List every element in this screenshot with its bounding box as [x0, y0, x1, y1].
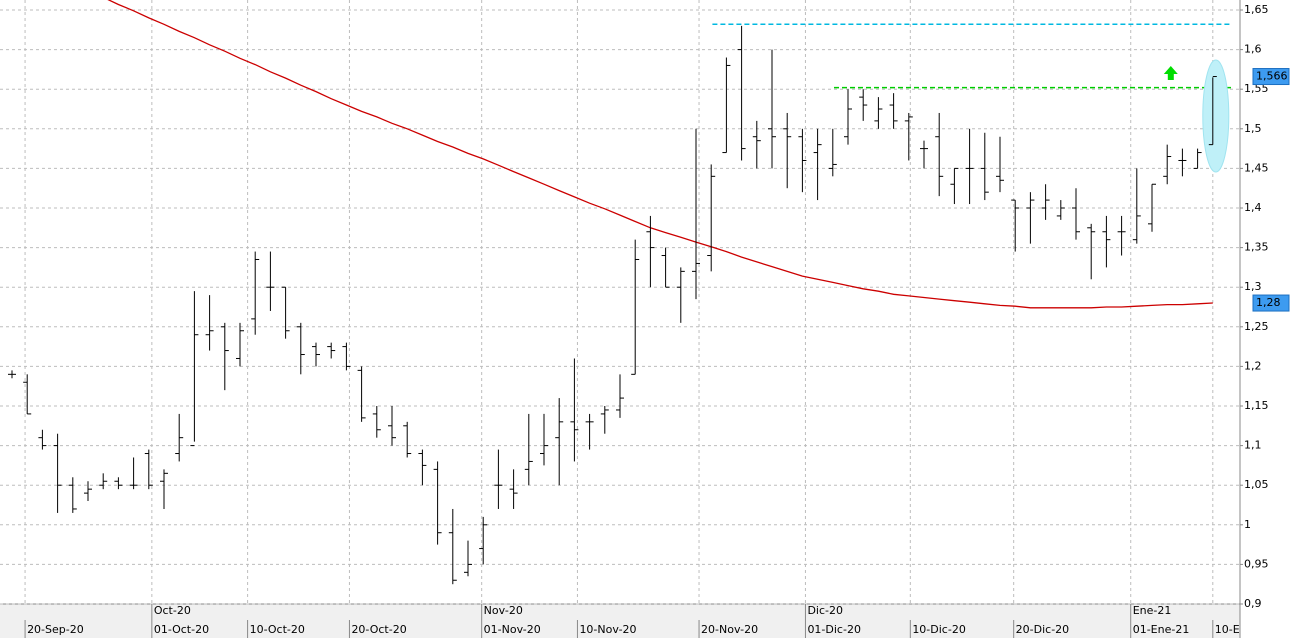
y-tick-label: 1 [1244, 518, 1251, 531]
y-tick-label: 1,15 [1244, 399, 1269, 412]
month-label: Dic-20 [807, 604, 843, 617]
y-tick-label: 0,95 [1244, 557, 1269, 570]
y-tick-label: 1,65 [1244, 3, 1269, 16]
y-tick-label: 1,45 [1244, 161, 1269, 174]
x-tick-label: 10-Nov-20 [579, 623, 636, 636]
x-tick-label: 20-Dic-20 [1016, 623, 1070, 636]
x-tick-label: 10-Oct-20 [250, 623, 305, 636]
y-tick-label: 1,2 [1244, 359, 1262, 372]
up-arrow [1163, 66, 1178, 80]
y-tick-label: 1,3 [1244, 280, 1262, 293]
grid [0, 0, 1240, 605]
axes: 0,9 0,95 1 1,05 1,1 1,15 1,2 1,25 1,3 1,35 1,4 1,45… [24, 3, 1290, 638]
x-axis-band [0, 604, 1240, 638]
x-tick-label: 10-Ene-21 [1215, 623, 1272, 636]
x-tick-label: 01-Nov-20 [484, 623, 541, 636]
x-tick-label: 20-Oct-20 [351, 623, 406, 636]
y-tick-label: 1,55 [1244, 82, 1269, 95]
plot-area [8, 0, 1232, 585]
x-tick-label: 01-Oct-20 [154, 623, 209, 636]
price-label-box [1252, 68, 1290, 86]
x-tick-label: 01-Dic-20 [807, 623, 861, 636]
y-tick-label: 0,9 [1244, 597, 1262, 610]
highlight-ellipse [1202, 59, 1230, 173]
y-tick-label: 1,1 [1244, 439, 1262, 452]
month-label: Nov-20 [484, 604, 523, 617]
y-tick-label: 1,35 [1244, 241, 1269, 254]
y-tick-label: 1,6 [1244, 43, 1262, 56]
x-tick-label: 20-Sep-20 [27, 623, 84, 636]
price-label-box [1252, 294, 1290, 312]
price-label: 1,28 [1256, 296, 1281, 309]
x-tick-label: 20-Nov-20 [701, 623, 758, 636]
moving-average-line [107, 0, 1213, 309]
y-tick-label: 1,25 [1244, 320, 1269, 333]
price-label: 1,566 [1256, 70, 1288, 83]
y-tick-label: 1,4 [1244, 201, 1262, 214]
y-tick-label: 1,5 [1244, 122, 1262, 135]
x-tick-label: 01-Ene-21 [1133, 623, 1190, 636]
x-tick-label: 10-Dic-20 [912, 623, 966, 636]
month-label: Ene-21 [1133, 604, 1172, 617]
month-label: Oct-20 [154, 604, 191, 617]
y-tick-label: 1,05 [1244, 478, 1269, 491]
